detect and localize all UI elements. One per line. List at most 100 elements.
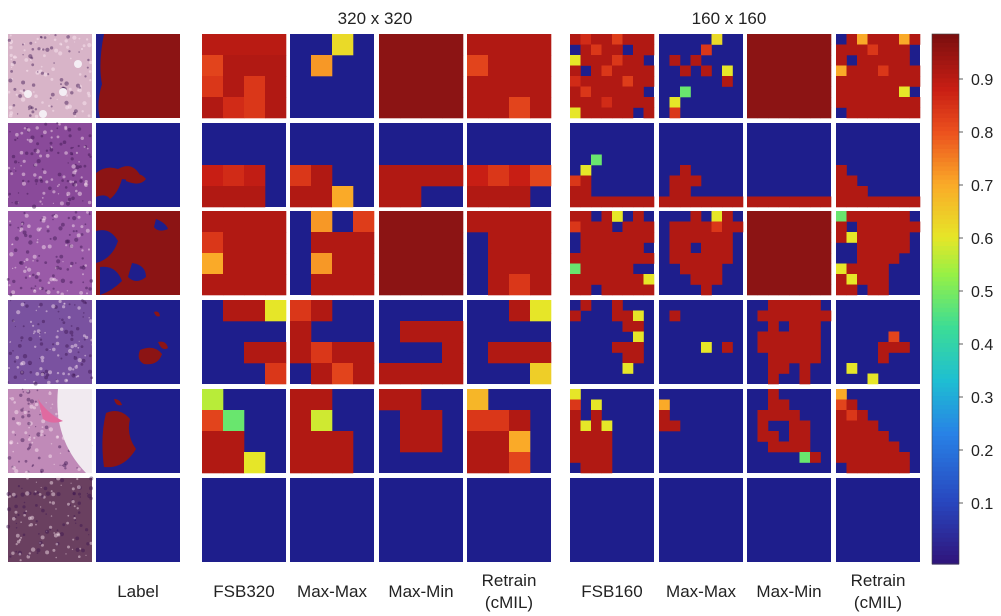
column-label: (cMIL) — [854, 593, 902, 612]
heatmap-cell — [612, 86, 623, 98]
colorbar-segment — [932, 352, 959, 358]
heatmap-cell — [223, 186, 245, 208]
colorbar-tick-label: 0.1 — [971, 496, 993, 513]
panel-320 — [467, 389, 551, 474]
heatmap-cell — [622, 65, 634, 77]
heatmap-cell — [265, 232, 287, 254]
heatmap-cell — [509, 452, 531, 474]
heatmap-cell — [580, 165, 592, 176]
heatmap-cell — [488, 410, 510, 432]
heatmap-cell — [643, 107, 655, 119]
heatmap-cell — [244, 211, 266, 233]
heatmap-cell — [789, 221, 800, 233]
heatmap-cell — [846, 274, 858, 285]
heatmap-cell — [857, 107, 868, 119]
heatmap-cell — [846, 97, 858, 108]
heatmap-cell — [400, 232, 422, 254]
heatmap-cell — [509, 55, 531, 77]
heatmap-cell — [836, 452, 847, 463]
colorbar-segment — [932, 475, 959, 481]
heatmap-cell — [789, 441, 800, 453]
heatmap-cell — [442, 76, 464, 98]
heatmap-cell — [888, 107, 900, 119]
panel-160 — [570, 211, 655, 296]
panel-320 — [290, 300, 375, 385]
heatmap-cell — [580, 196, 592, 208]
colorbar-segment — [932, 396, 959, 402]
panel-background — [290, 478, 374, 562]
heatmap-cell — [601, 420, 613, 432]
heatmap-cell — [846, 44, 858, 56]
colorbar-segment — [932, 374, 959, 380]
heatmap-cell — [622, 263, 634, 275]
heatmap-cell — [857, 420, 868, 432]
heatmap-cell — [857, 97, 868, 108]
heatmap-cell — [311, 363, 333, 385]
colorbar-segment — [932, 497, 959, 503]
heatmap-cell — [400, 97, 422, 119]
heatmap-cell — [669, 97, 681, 108]
heatmap-cell — [810, 107, 821, 119]
tissue-thumbnail — [7, 122, 92, 209]
colorbar-segment — [932, 435, 959, 441]
heatmap-cell — [311, 55, 333, 77]
heatmap-cell — [400, 253, 422, 275]
heatmap-cell — [867, 65, 879, 77]
heatmap-cell — [601, 253, 613, 264]
heatmap-cell — [867, 196, 879, 208]
colorbar-segment — [932, 188, 959, 194]
heatmap-cell — [757, 274, 769, 285]
heatmap-cell — [612, 300, 623, 311]
heatmap-cell — [846, 211, 858, 222]
heatmap-cell — [421, 55, 443, 77]
heatmap-cell — [223, 165, 245, 187]
heatmap-cell — [244, 274, 266, 296]
heatmap-cell — [867, 221, 879, 233]
heatmap-cell — [757, 263, 769, 275]
heatmap-cell — [836, 76, 847, 87]
heatmap-cell — [633, 232, 644, 243]
heatmap-cell — [265, 34, 287, 56]
heatmap-cell — [799, 196, 811, 208]
heatmap-cell — [244, 97, 266, 119]
heatmap-cell — [570, 253, 581, 264]
heatmap-cell — [332, 274, 354, 296]
heatmap-cell — [878, 76, 889, 87]
colorbar-segment — [932, 431, 959, 437]
heatmap-cell — [509, 253, 531, 275]
heatmap-cell — [601, 452, 613, 463]
heatmap-cell — [867, 462, 879, 474]
heatmap-cell — [757, 34, 769, 45]
heatmap-cell — [622, 310, 634, 322]
heatmap-cell — [768, 352, 779, 364]
heatmap-cell — [379, 253, 401, 275]
heatmap-cell — [580, 97, 592, 108]
panel-320 — [202, 300, 287, 385]
heatmap-cell — [659, 420, 670, 432]
heatmap-cell — [711, 196, 723, 208]
heatmap-cell — [622, 242, 634, 254]
colorbar-segment — [932, 541, 959, 547]
heatmap-cell — [778, 363, 790, 374]
heatmap-cell — [789, 55, 800, 66]
heatmap-cell — [810, 310, 821, 322]
heatmap-cell — [421, 34, 443, 56]
heatmap-cell — [442, 274, 464, 296]
colorbar-segment — [932, 206, 959, 212]
heatmap-cell — [202, 55, 224, 77]
heatmap-cell — [810, 86, 821, 98]
heatmap-cell — [290, 431, 312, 453]
colorbar-tick-label: 0.7 — [971, 178, 993, 195]
heatmap-cell — [857, 221, 868, 233]
heatmap-cell — [570, 310, 581, 322]
heatmap-cell — [633, 211, 644, 222]
heatmap-cell — [622, 284, 634, 296]
heatmap-cell — [799, 431, 811, 442]
colorbar-segment — [932, 312, 959, 318]
heatmap-cell — [421, 363, 443, 385]
heatmap-cell — [570, 410, 581, 421]
heatmap-cell — [421, 274, 443, 296]
heatmap-cell — [622, 363, 634, 374]
heatmap-cell — [899, 196, 910, 208]
